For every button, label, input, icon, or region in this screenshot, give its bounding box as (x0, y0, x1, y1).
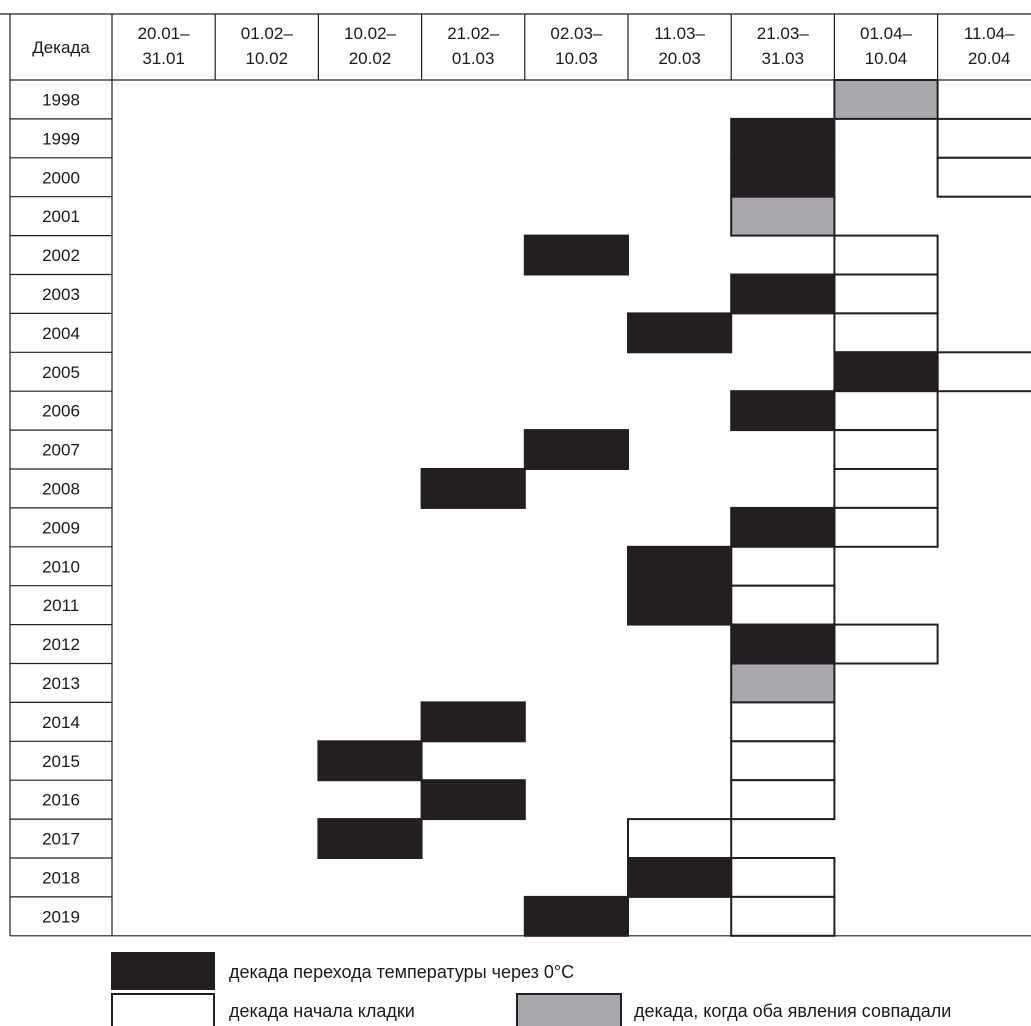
year-label: 2019 (42, 907, 80, 926)
table-grid (0, 13, 1031, 937)
transition-cell (730, 506, 836, 548)
decade-label: 21.02– (447, 24, 500, 43)
year-label: 2008 (42, 479, 80, 498)
laying-cell (730, 701, 836, 743)
decade-label: 11.04– (964, 24, 1015, 43)
year-label: 2009 (42, 518, 80, 537)
year-label: 2003 (42, 285, 80, 304)
year-label: 2006 (42, 402, 80, 421)
coincidence-cell (730, 662, 836, 704)
decade-label: 01.04– (860, 24, 913, 43)
transition-cell (523, 429, 629, 471)
transition-cell (833, 351, 939, 393)
laying-cell (833, 429, 939, 471)
laying-cell (833, 390, 939, 432)
laying-cell (730, 857, 836, 898)
year-label: 1998 (42, 90, 80, 109)
legend: декада перехода температуры через 0°C дек… (111, 952, 951, 1026)
transition-cell (627, 584, 733, 626)
year-label: 2000 (42, 168, 80, 187)
transition-cell (627, 545, 733, 587)
transition-cell (730, 623, 836, 665)
legend-swatch-laying (111, 993, 215, 1026)
legend-swatch-transition (111, 952, 215, 990)
year-label: 2013 (42, 674, 80, 693)
year-label: 2015 (42, 752, 80, 771)
year-label: 2016 (42, 791, 80, 810)
year-label: 2007 (42, 441, 80, 460)
transition-cell (627, 312, 733, 354)
laying-cell (936, 156, 1031, 198)
laying-cell (833, 468, 939, 509)
transition-cell (420, 701, 526, 743)
table-labels: Декада 20.01– 31.01 01.02– 10.02 10.02– 20.02 2… (32, 24, 1015, 926)
laying-cell (627, 818, 733, 859)
legend-label-both: декада, когда оба явления совпадали (634, 1001, 951, 1021)
decade-label: 31.03 (762, 49, 805, 68)
transition-cell (730, 117, 836, 159)
coincidence-cell (833, 79, 939, 120)
laying-cell (730, 740, 836, 782)
decade-label: 31.01 (142, 49, 185, 68)
laying-cell (833, 506, 939, 548)
legend-swatch-both (516, 993, 622, 1026)
laying-cell (730, 545, 836, 587)
transition-cell (420, 779, 526, 821)
decade-label: 20.03 (658, 49, 701, 68)
decade-cells (317, 79, 1031, 937)
decade-label: 10.03 (555, 49, 598, 68)
laying-cell (730, 779, 836, 821)
year-label: 2005 (42, 363, 80, 382)
transition-cell (730, 156, 836, 198)
year-label: 2002 (42, 246, 80, 265)
year-label: 2017 (42, 830, 80, 849)
year-label: 2011 (43, 596, 80, 615)
decade-label: 11.03– (654, 24, 705, 43)
year-label: 2001 (42, 207, 80, 226)
transition-cell (730, 390, 836, 432)
header-label: Декада (32, 38, 90, 57)
transition-cell (420, 468, 526, 509)
transition-cell (317, 818, 423, 859)
year-label: 2010 (42, 557, 80, 576)
year-label: 2014 (42, 713, 80, 732)
laying-cell (730, 584, 836, 626)
decade-label: 02.03– (550, 24, 603, 43)
laying-cell (833, 312, 939, 354)
laying-cell (936, 351, 1031, 393)
coincidence-cell (730, 195, 836, 237)
laying-cell (833, 273, 939, 315)
decade-label: 10.02 (246, 49, 289, 68)
laying-cell (936, 117, 1031, 159)
year-label: 2018 (42, 868, 80, 887)
laying-cell (833, 623, 939, 665)
transition-cell (317, 740, 423, 782)
laying-cell (730, 895, 836, 937)
laying-cell (833, 234, 939, 276)
transition-cell (730, 273, 836, 315)
transition-cell (627, 857, 733, 898)
decade-label: 10.04 (865, 49, 908, 68)
year-label: 2012 (42, 635, 80, 654)
legend-label-laying: декада начала кладки (229, 1001, 415, 1021)
legend-label-transition: декада перехода температуры через 0°C (229, 962, 574, 982)
year-label: 2004 (42, 324, 80, 343)
decade-label: 20.01– (138, 24, 191, 43)
decade-label: 01.03 (452, 49, 495, 68)
year-label: 1999 (42, 129, 80, 148)
decade-label: 01.02– (241, 24, 294, 43)
decade-label: 10.02– (344, 24, 397, 43)
transition-cell (523, 895, 629, 937)
decade-label: 20.02 (349, 49, 392, 68)
decade-label: 20.04 (968, 49, 1011, 68)
transition-cell (523, 234, 629, 276)
decade-label: 21.03– (757, 24, 810, 43)
